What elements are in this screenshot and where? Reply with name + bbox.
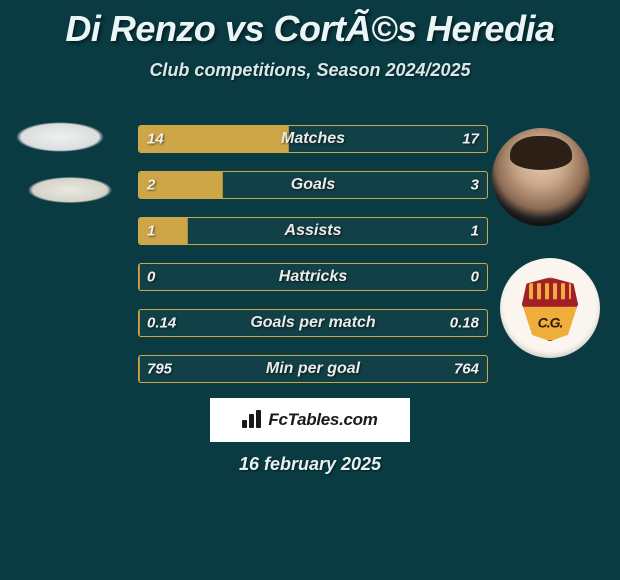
- page-title: Di Renzo vs CortÃ©s Heredia: [0, 0, 620, 50]
- right-player-avatar: [492, 128, 590, 226]
- bar-left: [139, 310, 140, 336]
- value-left: 14: [147, 131, 164, 148]
- comparison-chart: 14 17 Matches 2 3 Goals 1 1 Assists 0 0 Hattricks 0.…: [138, 125, 488, 401]
- stat-label: Goals: [291, 176, 335, 194]
- value-right: 0.18: [450, 315, 479, 332]
- club-initials: C.G.: [523, 314, 577, 330]
- value-right: 3: [471, 177, 479, 194]
- value-right: 1: [471, 223, 479, 240]
- subtitle: Club competitions, Season 2024/2025: [0, 60, 620, 81]
- stat-label: Assists: [285, 222, 342, 240]
- value-right: 764: [454, 361, 479, 378]
- stat-row: 0.14 0.18 Goals per match: [138, 309, 488, 337]
- stat-row: 0 0 Hattricks: [138, 263, 488, 291]
- left-player-avatar-placeholder: [10, 120, 110, 154]
- stat-label: Matches: [281, 130, 345, 148]
- value-left: 2: [147, 177, 155, 194]
- bar-chart-icon: [242, 410, 262, 430]
- bar-left: [139, 356, 140, 382]
- left-club-avatar-placeholder: [22, 175, 118, 205]
- bar-left: [139, 264, 140, 290]
- stat-row: 14 17 Matches: [138, 125, 488, 153]
- value-left: 1: [147, 223, 155, 240]
- brand-badge[interactable]: FcTables.com: [210, 398, 410, 442]
- value-left: 795: [147, 361, 172, 378]
- right-club-badge: C.G.: [500, 258, 600, 358]
- stat-label: Goals per match: [250, 314, 375, 332]
- club-shield: C.G.: [522, 277, 578, 341]
- value-left: 0.14: [147, 315, 176, 332]
- date-text: 16 february 2025: [0, 454, 620, 475]
- value-right: 17: [462, 131, 479, 148]
- stat-row: 1 1 Assists: [138, 217, 488, 245]
- value-left: 0: [147, 269, 155, 286]
- brand-text: FcTables.com: [268, 410, 377, 430]
- stat-row: 2 3 Goals: [138, 171, 488, 199]
- value-right: 0: [471, 269, 479, 286]
- stat-label: Hattricks: [279, 268, 347, 286]
- stat-label: Min per goal: [266, 360, 360, 378]
- stat-row: 795 764 Min per goal: [138, 355, 488, 383]
